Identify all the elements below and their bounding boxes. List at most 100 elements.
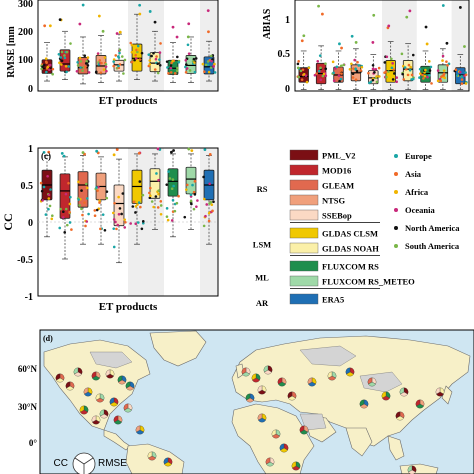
site-point [112,227,116,230]
pie-wedge [113,415,119,423]
site-pie [125,381,135,391]
site-point [460,78,464,81]
site-pie [367,377,377,387]
site-point [184,63,188,66]
outlier-point [424,25,428,29]
panel-a-box-mod16 [57,18,72,80]
site-point [368,81,371,85]
panel-c-tag: (c) [41,151,51,161]
site-pie [113,415,123,425]
legend-label: ERA5 [322,295,344,305]
landmass-greenland [149,330,207,367]
site-pie [265,457,275,467]
site-point [85,186,89,190]
outlier-point [175,35,179,39]
pie-wedge [367,377,373,385]
legend-label: GLEAM [322,181,354,191]
landmass-india [345,427,373,457]
pie-wedge [257,385,263,393]
outlier-point [58,18,62,22]
pie-wedge [327,371,333,379]
site-point [148,59,152,62]
site-point [322,72,326,76]
site-point [297,60,300,63]
site-point [423,71,426,74]
site-point [441,54,445,58]
site-point [339,64,343,68]
site-point [206,63,210,66]
site-point [189,193,193,197]
site-point [41,199,44,202]
site-point [117,64,120,68]
site-point [134,211,137,214]
site-pie [123,403,133,413]
pie-wedge [251,373,257,381]
site-point [118,51,121,55]
site-point [49,188,52,191]
legend-swatch [289,242,319,254]
site-pie [241,367,251,377]
site-point [411,53,415,57]
outlier-point [425,42,429,46]
gray-region-asia [359,371,403,393]
site-point [134,57,138,60]
site-point [445,60,448,63]
site-point [120,55,124,58]
site-point [39,181,43,185]
site-point [353,58,357,62]
site-point [111,211,115,215]
outlier-point [101,29,105,33]
panel-c-box-pml-v2 [39,150,54,238]
site-point [45,61,48,64]
site-point [209,66,213,69]
site-point [83,54,87,58]
pie-wedge [359,399,365,407]
panel-c-box-fluxcom-rs [165,149,180,238]
site-point [418,76,421,79]
site-point [97,185,100,189]
outlier-point [320,12,324,16]
site-point [172,184,175,188]
landmass-eurasia [231,335,471,447]
outlier-point [115,32,119,35]
site-point [211,209,214,213]
site-point [324,62,327,65]
site-point [155,172,158,175]
panel-a-ylabel: RMSE [mm [6,26,17,78]
site-point [175,201,179,205]
site-point [359,69,363,72]
outlier-point [62,154,66,158]
site-point [114,54,118,57]
legend-label: NTSG [322,196,346,206]
gray-region-russia [299,345,357,367]
site-point [104,62,108,66]
site-point [148,194,152,198]
outlier-point [187,147,191,151]
site-pie [345,367,355,377]
region-label: South America [405,241,460,251]
panel-c-box-ssebop [111,148,127,264]
site-point [80,189,83,192]
site-point [115,227,118,231]
site-point [408,68,412,72]
site-point [390,66,394,70]
site-point [63,56,67,60]
landmass-africa [231,403,315,474]
site-point [133,58,136,62]
site-point [455,74,459,77]
site-point [170,219,174,222]
panel-c-ytick--1: -1 [25,292,33,303]
site-point [188,69,192,72]
legend-swatch [289,209,319,221]
outlier-point [441,4,445,7]
panel-a-marks [40,3,217,85]
pie-key-label-rmse: RMSE [98,458,127,469]
legend-label: MOD16 [322,166,351,176]
box [167,168,179,197]
site-point [140,51,144,55]
outlier-point [203,148,207,152]
site-point [156,62,159,66]
panel-a-box-fluxcom-rs [165,25,181,83]
site-point [169,66,173,70]
